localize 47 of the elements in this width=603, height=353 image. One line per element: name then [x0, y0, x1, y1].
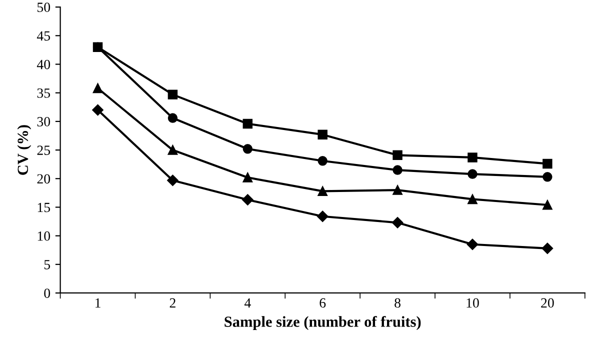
y-axis-title: CV (%) [17, 125, 32, 175]
point [542, 242, 554, 254]
y-tick-label: 15 [38, 202, 50, 212]
point [392, 150, 402, 160]
point [168, 90, 178, 100]
point [92, 83, 103, 94]
y-tick-label: 0 [44, 288, 50, 298]
y-tick-label: 25 [37, 146, 50, 155]
y-tick-label: 30 [37, 117, 50, 126]
point [542, 172, 552, 182]
point [317, 210, 328, 222]
y-tick-label: 50 [37, 2, 50, 12]
y-tick-label: 20 [37, 174, 50, 184]
point [392, 165, 402, 175]
x-tick-label: 6 [320, 298, 326, 308]
point [466, 238, 478, 250]
x-tick-label: 1 [96, 298, 100, 308]
point [167, 174, 178, 186]
point [168, 145, 178, 155]
point [318, 186, 328, 196]
point [242, 144, 253, 154]
x-axis-title: Sample size (number of fruits) [224, 316, 421, 330]
point [392, 217, 404, 228]
y-tick-label: 45 [36, 31, 50, 41]
point [468, 152, 478, 162]
point [318, 130, 328, 140]
point [468, 169, 478, 179]
point [242, 118, 253, 129]
point [242, 172, 253, 182]
x-tick-label: 4 [244, 298, 251, 308]
point [542, 158, 552, 169]
point [92, 42, 103, 52]
point [392, 185, 402, 195]
point [168, 113, 178, 123]
point [542, 200, 552, 210]
point [92, 104, 104, 116]
point [242, 194, 254, 206]
y-tick-label: 35 [37, 88, 50, 98]
y-tick-label: 40 [36, 60, 50, 70]
y-tick-label: 5 [44, 260, 50, 270]
x-tick-label: 20 [541, 298, 554, 308]
x-tick-label: 8 [394, 298, 400, 308]
x-tick-label: 2 [170, 298, 176, 308]
x-tick-label: 10 [466, 298, 479, 308]
y-tick-label: 10 [38, 231, 50, 241]
point [468, 194, 478, 204]
point [318, 156, 328, 166]
